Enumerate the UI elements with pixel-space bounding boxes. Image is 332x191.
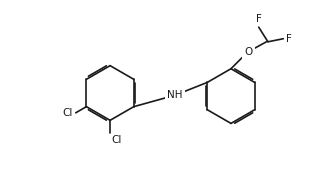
Text: F: F [256, 14, 262, 24]
Text: F: F [286, 34, 291, 44]
Text: Cl: Cl [112, 135, 122, 145]
Text: NH: NH [167, 90, 183, 100]
Text: O: O [245, 47, 253, 57]
Text: Cl: Cl [62, 108, 73, 118]
